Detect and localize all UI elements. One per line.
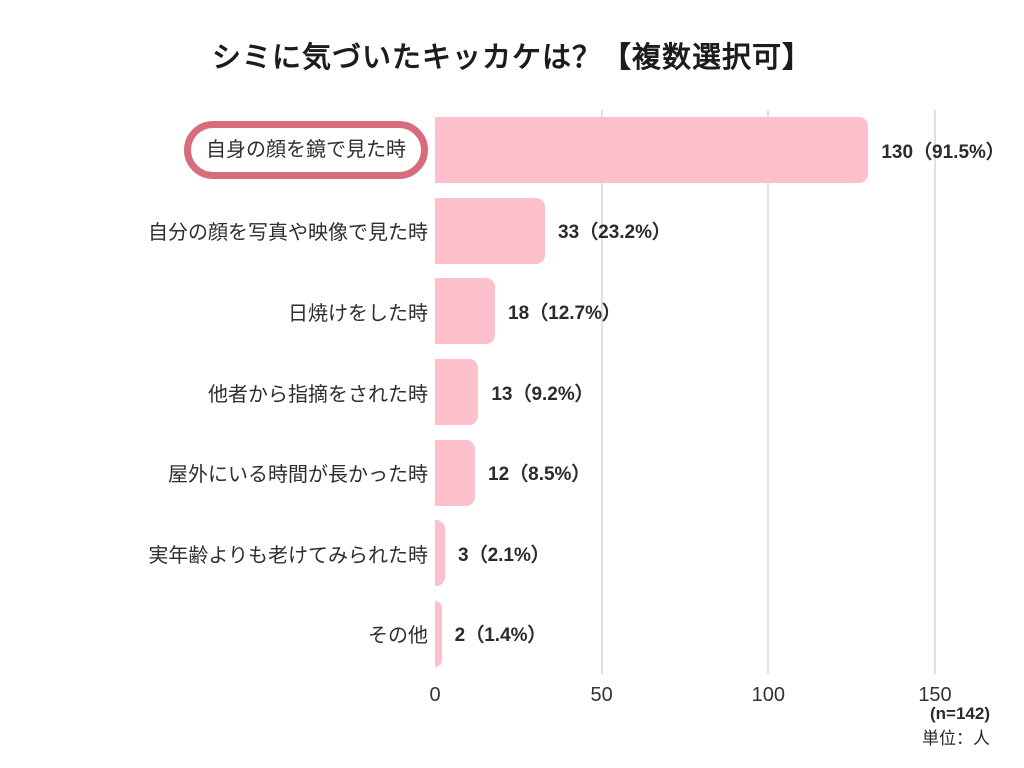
- category-label: その他: [368, 625, 428, 648]
- bar-value-label: 33（23.2%）: [558, 222, 672, 244]
- bar: [435, 359, 479, 425]
- bar-value-label: 13（9.2%）: [491, 383, 594, 405]
- category-label: 自分の顔を写真や映像で見た時: [148, 222, 428, 245]
- category-label: 日焼けをした時: [288, 302, 428, 325]
- category-label: 実年齢よりも老けてみられた時: [148, 544, 428, 567]
- gridline: [767, 110, 770, 674]
- unit-label: 単位：人: [922, 729, 990, 748]
- bar-value-label: 12（8.5%）: [488, 464, 591, 486]
- x-axis-tick-label: 50: [590, 684, 613, 706]
- x-axis-tick-label: 0: [429, 684, 441, 706]
- category-highlight-ring: 自身の顔を鏡で見た時: [184, 121, 428, 180]
- category-label: 屋外にいる時間が長かった時: [168, 464, 428, 487]
- bar-value-label: 18（12.7%）: [508, 302, 622, 324]
- bar: [435, 439, 475, 506]
- sample-size-label: (n=142): [930, 704, 990, 723]
- gridline: [934, 110, 936, 674]
- x-axis-tick-label: 100: [751, 684, 786, 706]
- x-axis-tick-label: 150: [918, 684, 952, 706]
- chart-title: シミに気づいたキッカケは？【複数選択可】: [211, 42, 812, 74]
- bar: [435, 520, 445, 587]
- bar: [435, 117, 869, 184]
- bar-value-label: 2（1.4%）: [454, 625, 547, 647]
- category-label: 他者から指摘をされた時: [208, 383, 428, 406]
- bar-value-label: 130（91.5%）: [881, 141, 1005, 163]
- bar: [435, 278, 495, 345]
- bar-value-label: 3（2.1%）: [458, 544, 550, 566]
- category-label: 自身の顔を鏡で見た時: [0, 117, 428, 183]
- chart-footnote: (n=142) 単位：人: [922, 701, 990, 751]
- bar: [435, 197, 545, 264]
- gridline: [600, 110, 603, 674]
- bar: [435, 600, 442, 667]
